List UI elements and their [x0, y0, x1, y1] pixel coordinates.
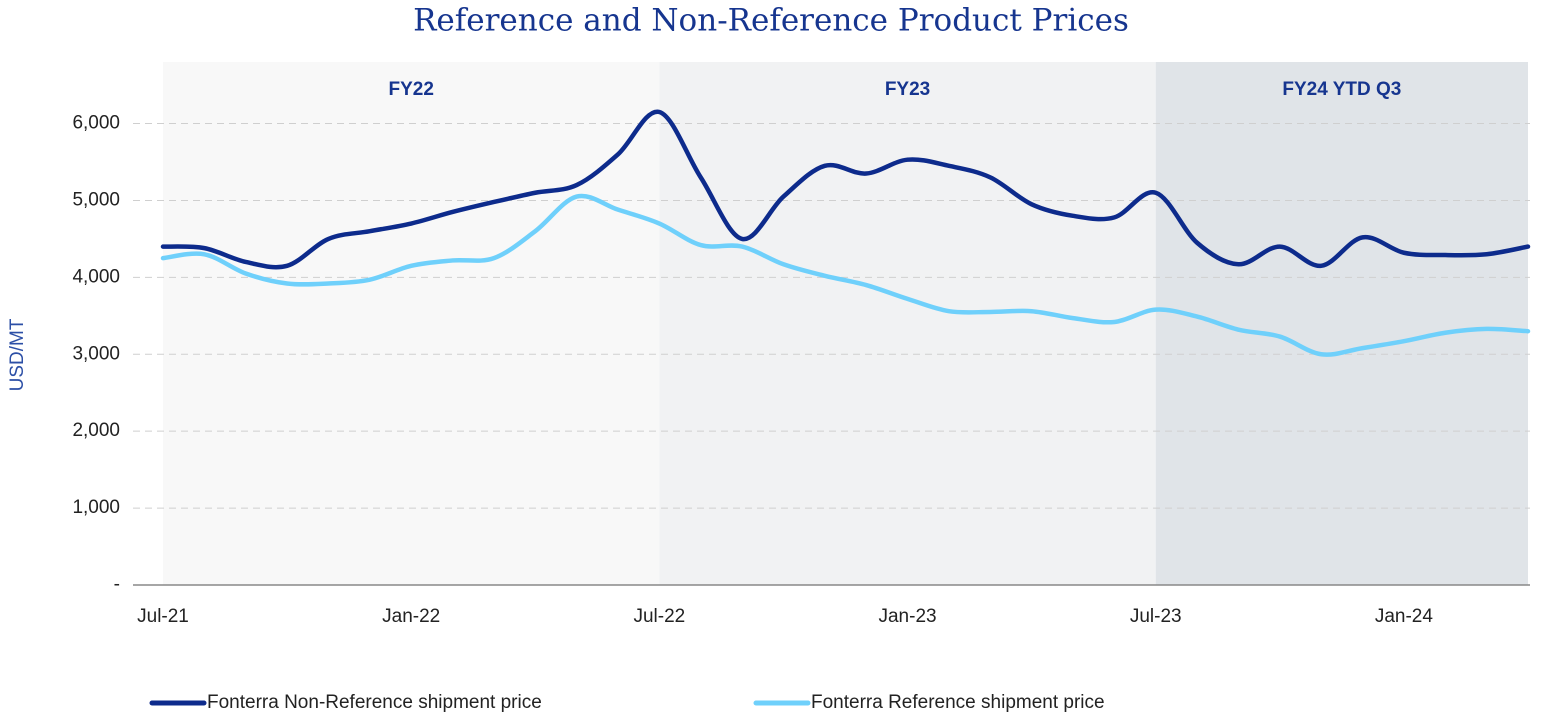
y-tick-label: -	[114, 574, 120, 595]
series-line	[160, 109, 1531, 270]
y-tick-label: 3,000	[72, 343, 120, 364]
x-tick-label: Jan-22	[382, 606, 440, 627]
x-tick-label: Jul-22	[633, 606, 685, 627]
x-tick-label: Jul-23	[1130, 606, 1182, 627]
period-label: FY23	[885, 79, 930, 100]
x-tick-label: Jul-21	[137, 606, 189, 627]
legend-label: Fonterra Reference shipment price	[811, 692, 1105, 713]
y-tick-label: 6,000	[72, 113, 120, 134]
period-band	[659, 62, 1156, 585]
chart-title: Reference and Non-Reference Product Pric…	[413, 3, 1129, 39]
period-label: FY24 YTD Q3	[1282, 79, 1401, 100]
y-tick-label: 5,000	[72, 189, 120, 210]
x-tick-label: Jan-23	[878, 606, 936, 627]
period-label: FY22	[388, 79, 433, 100]
period-band	[1155, 62, 1528, 585]
y-tick-label: 2,000	[72, 420, 120, 441]
x-tick-label: Jan-24	[1375, 606, 1434, 627]
series-line	[160, 193, 1531, 357]
y-axis-title: USD/MT	[7, 318, 28, 391]
y-tick-label: 4,000	[72, 266, 120, 287]
y-tick-label: 1,000	[72, 497, 120, 518]
period-band	[163, 62, 660, 585]
legend-label: Fonterra Non-Reference shipment price	[207, 692, 542, 713]
